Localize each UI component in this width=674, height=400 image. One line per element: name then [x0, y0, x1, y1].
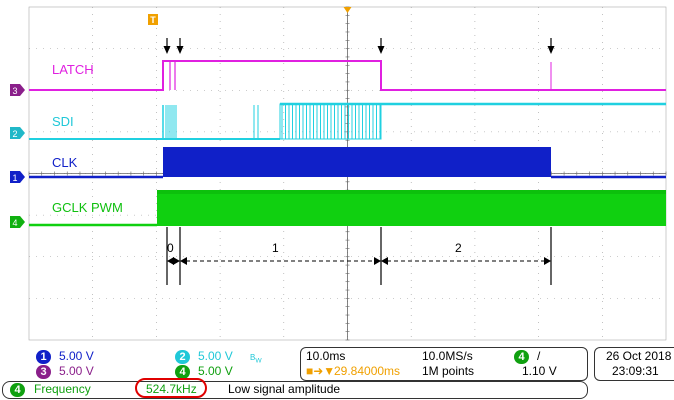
gclk-label: GCLK PWM [52, 200, 123, 215]
measurement-value-highlight [135, 378, 207, 398]
clk-label: CLK [52, 155, 78, 170]
latch-marker [10, 84, 25, 96]
ch2-badge: 2 [175, 349, 190, 364]
datetime-panel [594, 347, 674, 381]
segment-1-span-right-head [374, 257, 381, 265]
gclk-top [157, 190, 666, 194]
segment-0-span-right-head [173, 257, 180, 265]
ch3-badge: 3 [36, 364, 51, 379]
trigger-slope-icon: / [537, 349, 541, 363]
timing-arrow-head [163, 46, 171, 54]
segment-2-label: 2 [455, 241, 462, 255]
gclk-marker [10, 216, 25, 228]
ch4-scale: 5.00 V [198, 364, 233, 378]
trigger-offset-icon: ■➜▼ [306, 364, 336, 378]
trigger-channel-badge: 4 [514, 349, 529, 364]
segment-2-span-right-head [544, 257, 551, 265]
timing-arrow-head [377, 46, 385, 54]
ch3-scale-row[interactable]: 3 5.00 V [36, 364, 94, 379]
trigger-t-marker-icon [148, 14, 158, 25]
ch3-scale: 5.00 V [59, 364, 94, 378]
measurement-channel: 4 [10, 382, 33, 397]
timebase: 10.0ms [306, 349, 346, 363]
segment-1-span-left-head [180, 257, 187, 265]
vertical-scale-panel [2, 348, 297, 380]
ch2-bandwidth-icon: BW [250, 353, 262, 365]
timing-arrow-head [176, 46, 184, 54]
ch4-badge: 4 [175, 364, 190, 379]
ch2-scale-row[interactable]: 2 5.00 V BW [175, 349, 262, 365]
time: 23:09:31 [612, 364, 659, 378]
timing-arrow-head [547, 46, 555, 54]
ch1-badge: 1 [36, 349, 51, 364]
timebase-panel[interactable] [300, 347, 588, 381]
measurement-note: Low signal amplitude [228, 382, 341, 396]
ch2-scale: 5.00 V [198, 349, 233, 363]
sample-rate: 10.0MS/s [422, 349, 473, 363]
trigger-t-marker-text: T [150, 15, 156, 25]
segment-1-label: 1 [272, 241, 279, 255]
measurement-panel[interactable] [2, 381, 588, 399]
sdi-marker-number: 2 [12, 129, 17, 139]
latch-label: LATCH [52, 62, 94, 77]
clk-burst [163, 147, 551, 177]
trigger-position-marker [343, 7, 352, 13]
trigger-level: 1.10 V [522, 364, 557, 378]
gclk-burst [157, 190, 666, 226]
sdi-marker [10, 127, 25, 139]
latch-marker-number: 3 [12, 86, 17, 96]
measurement-channel-badge: 4 [10, 382, 25, 397]
sdi-label: SDI [52, 114, 74, 129]
measurement-name: Frequency [34, 382, 91, 396]
segment-0-span-left-head [167, 257, 174, 265]
segment-2-span-left-head [381, 257, 388, 265]
measurement-value: 524.7kHz [146, 382, 197, 396]
clk-marker-number: 1 [12, 173, 17, 183]
date: 26 Oct 2018 [606, 349, 672, 363]
ch1-scale: 5.00 V [59, 349, 94, 363]
clk-marker [10, 171, 25, 183]
trigger-offset: 29.84000ms [334, 364, 401, 378]
record-length: 1M points [422, 364, 475, 378]
ch1-scale-row[interactable]: 1 5.00 V [36, 349, 94, 364]
latch-waveform [29, 60, 666, 91]
segment-0-label: 0 [167, 241, 174, 255]
trigger-source: 4/ [514, 349, 540, 364]
gclk-marker-number: 4 [12, 218, 17, 228]
ch4-scale-row[interactable]: 4 5.00 V [175, 364, 233, 379]
